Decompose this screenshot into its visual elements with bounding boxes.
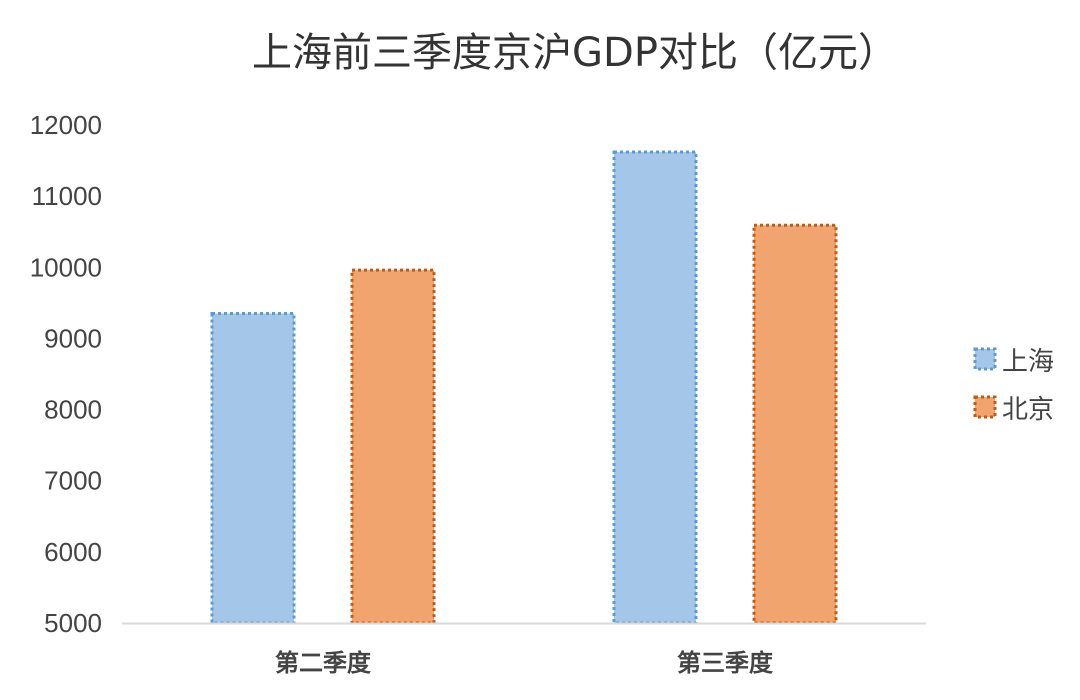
- y-tick-label: 10000: [30, 252, 102, 282]
- bar-beijing-1: [350, 268, 436, 625]
- chart-title: 上海前三季度京沪GDP对比（亿元）: [252, 30, 898, 76]
- legend-label: 北京: [1002, 395, 1054, 425]
- y-tick-label: 12000: [30, 110, 102, 140]
- x-tick-label: 第三季度: [677, 649, 774, 677]
- y-axis: 5000 6000 7000 8000 9000 10000 11000 12000: [30, 110, 102, 638]
- legend-swatch: [973, 347, 997, 371]
- legend-swatch: [973, 395, 997, 419]
- y-tick-label: 7000: [44, 466, 102, 496]
- y-tick-label: 8000: [44, 395, 102, 425]
- bars: [210, 150, 838, 625]
- y-tick-label: 9000: [44, 323, 102, 353]
- bar-shanghai-1: [210, 312, 296, 625]
- bar-beijing-2: [752, 223, 838, 625]
- bar-shanghai-2: [612, 150, 698, 625]
- x-axis: 第二季度 第三季度: [122, 622, 926, 677]
- legend-label: 上海: [1002, 347, 1054, 377]
- x-tick-label: 第二季度: [275, 649, 372, 677]
- y-tick-label: 11000: [32, 181, 102, 211]
- y-tick-label: 6000: [44, 537, 102, 567]
- y-tick-label: 5000: [44, 608, 102, 638]
